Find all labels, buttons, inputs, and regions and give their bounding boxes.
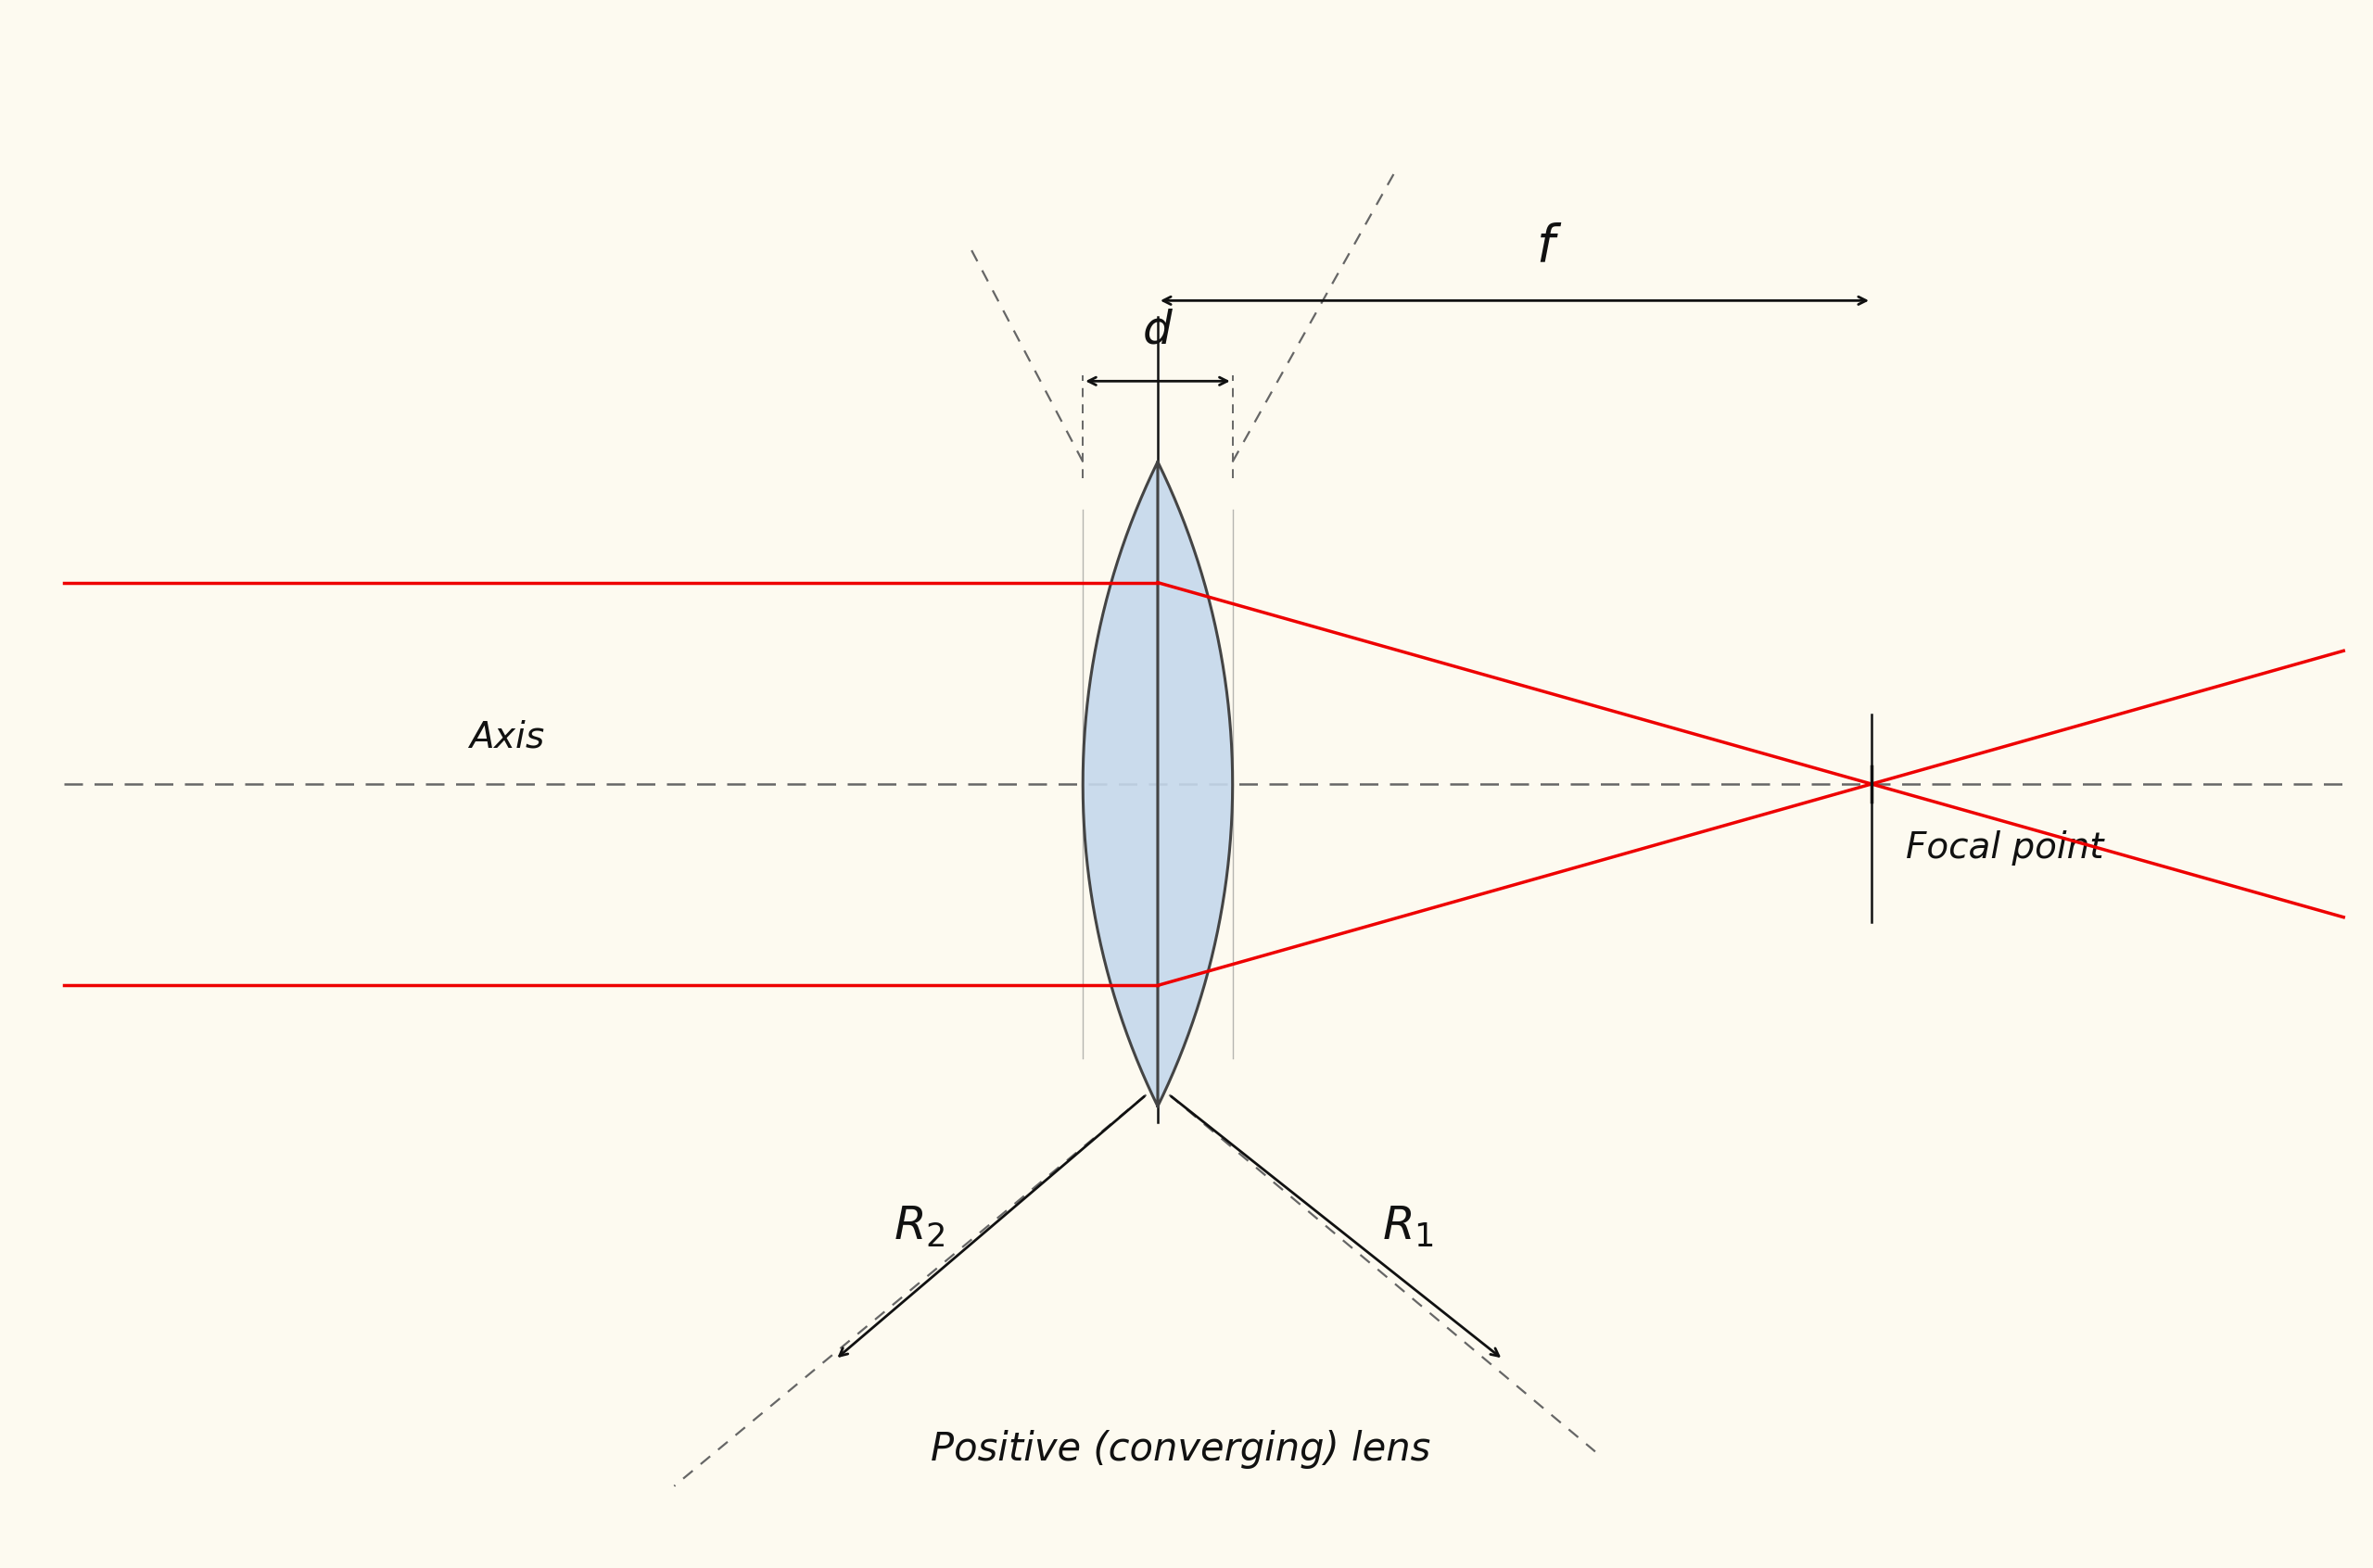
Text: Positive (converging) lens: Positive (converging) lens	[930, 1430, 1431, 1469]
Text: $R_2$: $R_2$	[892, 1204, 944, 1250]
Text: Focal point: Focal point	[1906, 829, 2105, 866]
Text: $Axis$: $Axis$	[467, 720, 546, 756]
Polygon shape	[1082, 461, 1232, 1107]
Text: $R_1$: $R_1$	[1381, 1204, 1433, 1250]
Text: $f$: $f$	[1535, 223, 1561, 271]
Text: $d$: $d$	[1141, 307, 1175, 353]
